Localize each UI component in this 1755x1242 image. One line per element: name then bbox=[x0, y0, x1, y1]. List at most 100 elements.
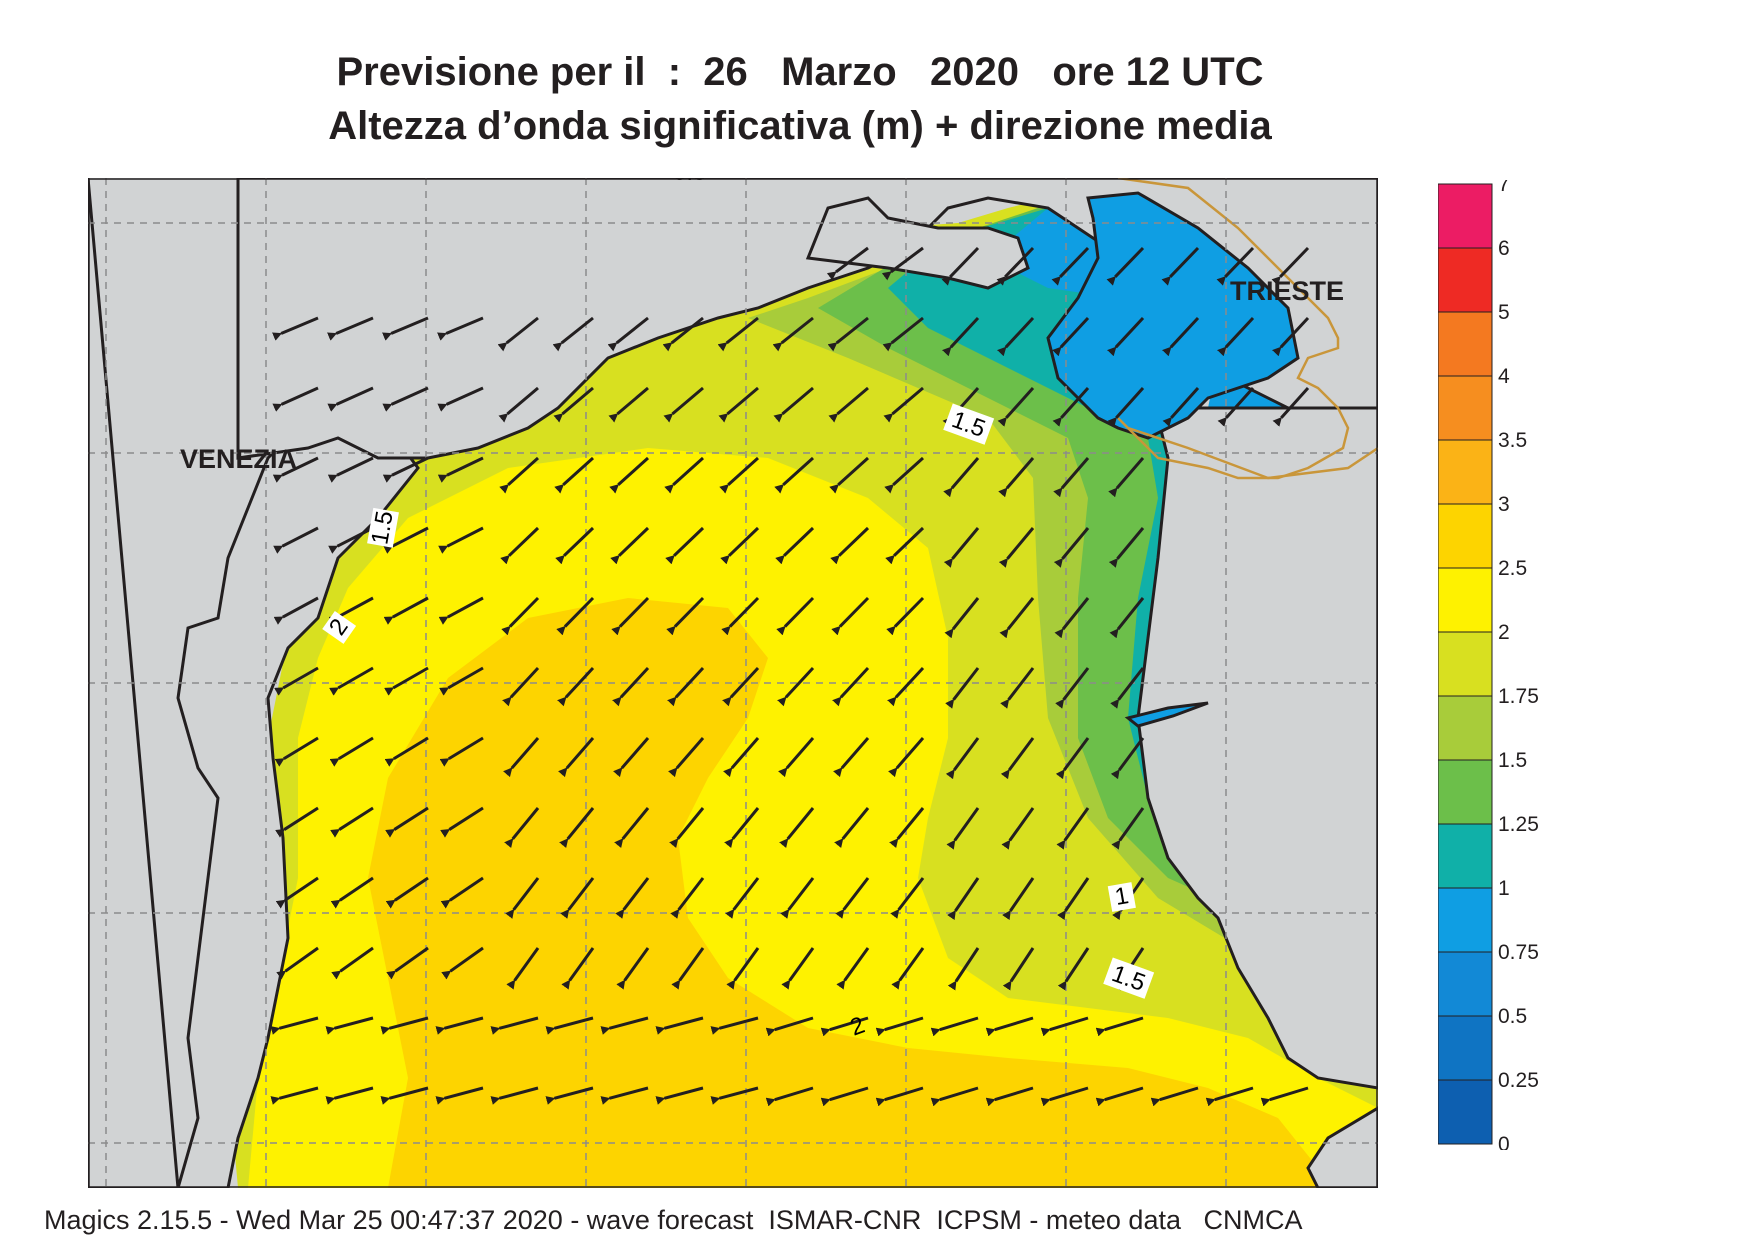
direction-arrow bbox=[325, 1086, 374, 1105]
direction-arrow bbox=[329, 736, 374, 767]
direction-arrow bbox=[438, 526, 484, 554]
direction-arrow bbox=[720, 526, 760, 565]
direction-arrow bbox=[891, 947, 925, 990]
direction-arrow bbox=[385, 806, 429, 838]
direction-arrow bbox=[835, 877, 870, 919]
direction-arrow bbox=[327, 456, 374, 483]
direction-arrow bbox=[827, 316, 869, 352]
direction-arrow bbox=[1002, 877, 1035, 921]
direction-arrow bbox=[274, 736, 319, 767]
direction-arrow bbox=[985, 1016, 1034, 1037]
direction-arrow bbox=[439, 736, 484, 767]
direction-arrow bbox=[490, 1016, 539, 1035]
direction-arrow bbox=[945, 737, 980, 780]
direction-arrow bbox=[671, 947, 705, 990]
direction-arrow bbox=[780, 877, 815, 919]
direction-arrow bbox=[440, 876, 484, 909]
direction-arrow bbox=[942, 316, 980, 357]
direction-arrow bbox=[561, 947, 595, 990]
direction-arrow bbox=[996, 246, 1035, 286]
legend-tick-label: 1 bbox=[1498, 877, 1510, 900]
direction-arrow bbox=[887, 666, 925, 707]
legend-tick-label: 2.5 bbox=[1498, 557, 1527, 580]
direction-arrow bbox=[611, 596, 650, 636]
direction-arrow bbox=[440, 806, 484, 838]
direction-arrow bbox=[830, 526, 870, 565]
direction-arrow bbox=[725, 877, 760, 919]
chart-subtitle: Altezza d’onda significativa (m) + direz… bbox=[328, 104, 1272, 148]
direction-arrow bbox=[276, 946, 319, 980]
direction-arrow bbox=[947, 947, 980, 991]
legend-tick-label: 0.5 bbox=[1498, 1005, 1527, 1028]
direction-arrow bbox=[553, 386, 594, 423]
direction-arrow bbox=[329, 666, 374, 696]
direction-arrow bbox=[505, 877, 540, 919]
direction-arrow bbox=[1108, 527, 1145, 568]
border-line bbox=[1117, 178, 1350, 480]
direction-arrow bbox=[820, 1016, 869, 1037]
city-label-trieste: TRIESTE bbox=[1230, 276, 1344, 306]
direction-arrow bbox=[273, 526, 319, 554]
direction-arrow bbox=[882, 316, 924, 352]
border-line-east bbox=[1127, 426, 1378, 480]
direction-arrow bbox=[610, 526, 650, 565]
direction-arrow bbox=[946, 807, 980, 850]
direction-arrow bbox=[1053, 457, 1090, 498]
contour-label-2: 1.5 bbox=[366, 507, 399, 548]
direction-arrow bbox=[328, 596, 374, 625]
direction-arrow bbox=[506, 947, 540, 990]
legend-tick-label: 6 bbox=[1498, 237, 1510, 260]
direction-arrow bbox=[328, 526, 374, 554]
contour-label-3: 1 bbox=[1107, 882, 1136, 912]
direction-arrow bbox=[765, 1016, 814, 1037]
direction-arrow bbox=[947, 877, 980, 921]
direction-arrow bbox=[831, 596, 870, 636]
direction-arrow bbox=[272, 316, 319, 341]
direction-arrow bbox=[384, 666, 429, 696]
legend-color-box bbox=[1438, 695, 1493, 761]
direction-arrow bbox=[721, 596, 760, 636]
direction-arrow bbox=[985, 1086, 1034, 1107]
direction-arrow bbox=[1150, 1086, 1199, 1107]
direction-arrow bbox=[437, 316, 484, 341]
direction-arrow bbox=[272, 386, 319, 412]
direction-arrow bbox=[502, 666, 540, 707]
direction-arrow bbox=[498, 386, 539, 423]
direction-arrow bbox=[1110, 737, 1145, 780]
direction-arrow bbox=[439, 666, 484, 696]
direction-arrow bbox=[1272, 316, 1310, 357]
direction-arrow bbox=[1000, 737, 1035, 780]
land-south-tip bbox=[1306, 1106, 1378, 1188]
direction-arrow bbox=[270, 1016, 319, 1035]
direction-arrow bbox=[999, 597, 1035, 639]
legend-color-box bbox=[1438, 759, 1493, 825]
direction-arrow bbox=[559, 807, 595, 849]
direction-arrow bbox=[710, 1086, 759, 1105]
legend-tick-label: 7 bbox=[1498, 180, 1510, 196]
direction-arrow bbox=[441, 946, 484, 980]
direction-arrow bbox=[1272, 386, 1310, 427]
color-legend: 0 0.25 0.5 0.75 1 1.25 1.5 1.75 2 2.5 3 3.5 4 5 6 7 bbox=[1438, 180, 1539, 1150]
direction-arrow bbox=[384, 736, 429, 767]
direction-arrow bbox=[826, 246, 869, 281]
direction-arrow bbox=[437, 456, 484, 483]
bay-trieste bbox=[1046, 191, 1300, 440]
direction-arrow bbox=[600, 1016, 649, 1035]
direction-arrow bbox=[997, 316, 1035, 357]
direction-arrow bbox=[609, 456, 650, 494]
direction-arrow bbox=[382, 456, 429, 483]
direction-arrow bbox=[1051, 246, 1090, 286]
direction-arrow bbox=[998, 457, 1035, 498]
direction-arrow bbox=[881, 246, 924, 281]
legend-tick-label: 4 bbox=[1498, 365, 1510, 388]
direction-arrow bbox=[1107, 386, 1145, 427]
direction-arrow bbox=[1205, 1086, 1254, 1107]
contour-label-7: 0.5 bbox=[673, 178, 706, 186]
direction-arrow bbox=[1217, 316, 1255, 357]
direction-arrow bbox=[664, 456, 705, 494]
direction-arrow bbox=[554, 456, 595, 494]
direction-arrow bbox=[669, 807, 705, 849]
direction-arrow bbox=[941, 246, 980, 286]
direction-arrow bbox=[1162, 386, 1200, 427]
chart-title: Previsione per il : 26 Marzo 2020 ore 12… bbox=[336, 50, 1264, 94]
